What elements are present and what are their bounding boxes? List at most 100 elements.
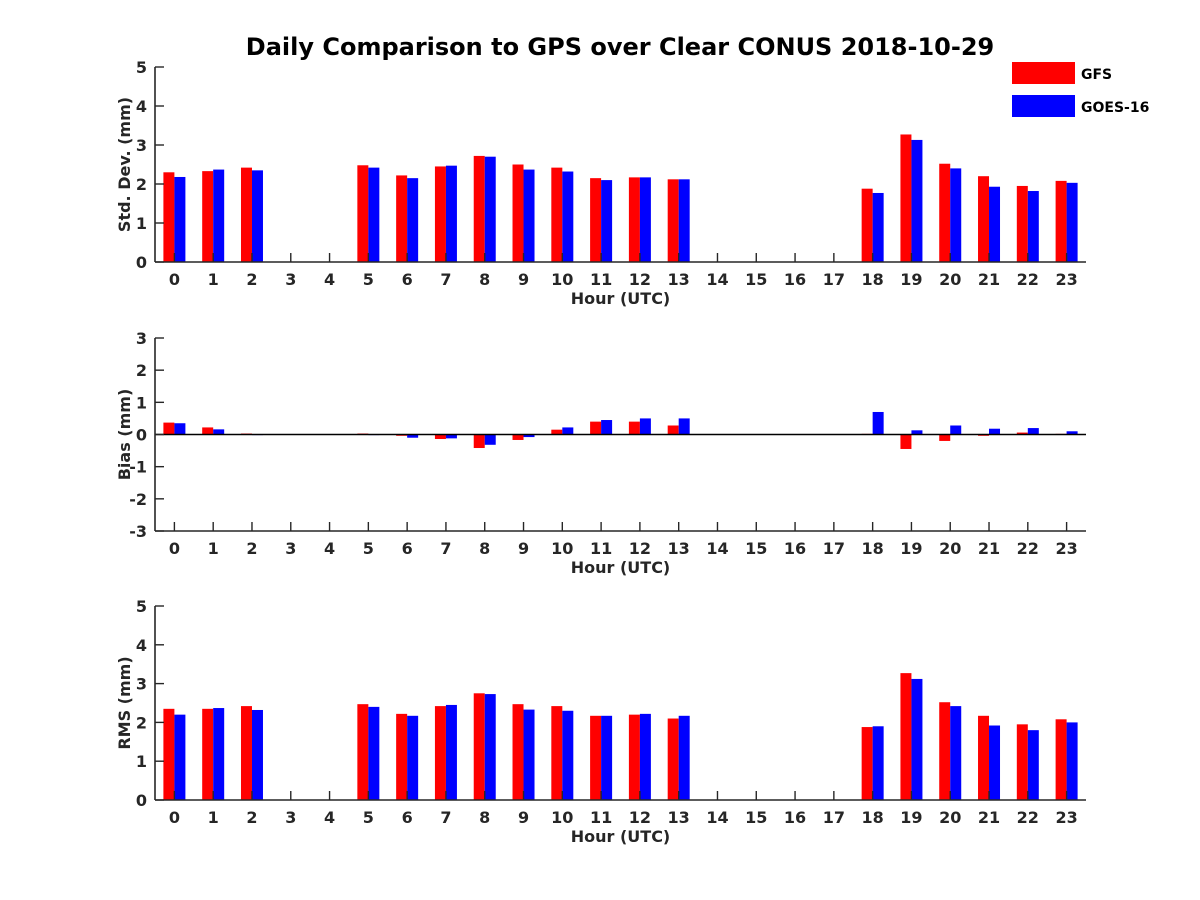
bias-bar-goes-16-11 [601, 420, 613, 435]
rms-bar-gfs-1 [202, 708, 214, 800]
std-bar-gfs-6 [396, 175, 408, 262]
std-xtick-label-23: 23 [1055, 270, 1077, 289]
bias-xtick-label-22: 22 [1017, 539, 1039, 558]
bias-bar-gfs-10 [551, 429, 563, 435]
bias-bar-gfs-9 [512, 434, 524, 440]
legend-label-goes-16: GOES-16 [1081, 100, 1149, 116]
bias-xtick-label-17: 17 [823, 539, 845, 558]
rms-bar-gfs-18 [861, 727, 873, 800]
std-xtick-label-6: 6 [402, 270, 413, 289]
rms-bar-goes-16-13 [678, 715, 690, 800]
std-bar-goes-16-20 [950, 168, 962, 262]
rms-bar-gfs-6 [396, 713, 408, 800]
bias-xtick-label-10: 10 [551, 539, 573, 558]
std-ylabel: Std. Dev. (mm) [115, 97, 134, 232]
std-xtick-label-20: 20 [939, 270, 961, 289]
std-xtick-label-4: 4 [324, 270, 335, 289]
std-xtick-label-9: 9 [518, 270, 529, 289]
rms-bar-gfs-5 [357, 704, 369, 800]
bias-bar-goes-16-13 [678, 418, 690, 435]
std-bar-gfs-12 [628, 177, 640, 262]
bias-bar-goes-16-0 [174, 423, 186, 435]
legend-swatch-gfs [1012, 62, 1075, 84]
bias-bar-goes-16-22 [1027, 428, 1039, 435]
rms-xtick-label-18: 18 [862, 808, 884, 827]
bias-bar-goes-16-1 [213, 429, 225, 435]
std-ytick-label-3: 3 [136, 136, 147, 155]
std-xtick-label-15: 15 [745, 270, 767, 289]
bias-bar-gfs-11 [590, 421, 602, 435]
rms-ytick-label-0: 0 [136, 791, 147, 810]
rms-bar-gfs-12 [628, 714, 640, 800]
bias-xtick-label-6: 6 [402, 539, 413, 558]
std-bar-gfs-22 [1016, 185, 1028, 262]
std-xtick-label-13: 13 [668, 270, 690, 289]
legend-label-gfs: GFS [1081, 67, 1112, 83]
bias-ytick-label-0: 0 [136, 426, 147, 445]
std-ytick-label-5: 5 [136, 58, 147, 77]
bias-bar-goes-16-19 [911, 430, 923, 435]
std-bar-gfs-9 [512, 164, 524, 262]
std-bar-goes-16-13 [678, 179, 690, 262]
bias-bar-goes-16-7 [445, 434, 457, 439]
bias-ytick-label--3: -3 [129, 522, 147, 541]
bias-ytick-label--1: -1 [129, 458, 147, 477]
std-bar-goes-16-2 [251, 170, 263, 262]
std-bar-gfs-21 [978, 176, 990, 262]
bias-bar-gfs-8 [473, 434, 485, 449]
bias-xtick-label-7: 7 [440, 539, 451, 558]
rms-bar-gfs-19 [900, 673, 912, 800]
rms-bar-goes-16-11 [601, 715, 613, 800]
std-xtick-label-16: 16 [784, 270, 806, 289]
std-xtick-label-10: 10 [551, 270, 573, 289]
rms-bar-gfs-20 [939, 702, 951, 800]
std-bar-goes-16-18 [872, 192, 884, 262]
rms-xtick-label-2: 2 [246, 808, 257, 827]
bias-xtick-label-3: 3 [285, 539, 296, 558]
legend-swatch-goes-16 [1012, 95, 1075, 117]
rms-xtick-label-9: 9 [518, 808, 529, 827]
rms-bar-gfs-0 [163, 708, 175, 800]
std-bar-goes-16-0 [174, 176, 186, 262]
rms-xtick-label-1: 1 [208, 808, 219, 827]
bias-xtick-label-8: 8 [479, 539, 490, 558]
std-xtick-label-8: 8 [479, 270, 490, 289]
rms-ytick-label-2: 2 [136, 713, 147, 732]
bias-xtick-label-13: 13 [668, 539, 690, 558]
bias-xtick-label-20: 20 [939, 539, 961, 558]
rms-bar-goes-16-20 [950, 706, 962, 800]
bias-bar-gfs-22 [1016, 432, 1028, 435]
std-xtick-label-5: 5 [363, 270, 374, 289]
rms-xtick-label-6: 6 [402, 808, 413, 827]
std-bar-goes-16-5 [368, 167, 380, 262]
rms-bar-goes-16-19 [911, 678, 923, 800]
rms-xtick-label-3: 3 [285, 808, 296, 827]
rms-xlabel: Hour (UTC) [571, 827, 671, 846]
rms-bar-gfs-21 [978, 715, 990, 800]
rms-xtick-label-0: 0 [169, 808, 180, 827]
std-bar-goes-16-12 [639, 177, 651, 262]
std-bar-goes-16-19 [911, 139, 923, 262]
rms-bar-gfs-2 [240, 706, 252, 800]
bias-bar-goes-16-12 [639, 418, 651, 435]
bias-xtick-label-9: 9 [518, 539, 529, 558]
bias-bars [163, 411, 1078, 449]
rms-bar-gfs-11 [590, 715, 602, 800]
std-bar-gfs-2 [240, 167, 252, 262]
bias-xlabel: Hour (UTC) [571, 558, 671, 577]
std-ytick-label-1: 1 [136, 214, 147, 233]
rms-bar-goes-16-7 [445, 704, 457, 800]
rms-xtick-label-20: 20 [939, 808, 961, 827]
rms-xtick-label-8: 8 [479, 808, 490, 827]
std-xtick-label-12: 12 [629, 270, 651, 289]
bias-xtick-label-21: 21 [978, 539, 1000, 558]
bias-bar-goes-16-20 [950, 425, 962, 435]
rms-xtick-label-22: 22 [1017, 808, 1039, 827]
rms-xtick-label-21: 21 [978, 808, 1000, 827]
bias-bar-goes-16-18 [872, 411, 884, 435]
rms-xtick-label-14: 14 [706, 808, 728, 827]
